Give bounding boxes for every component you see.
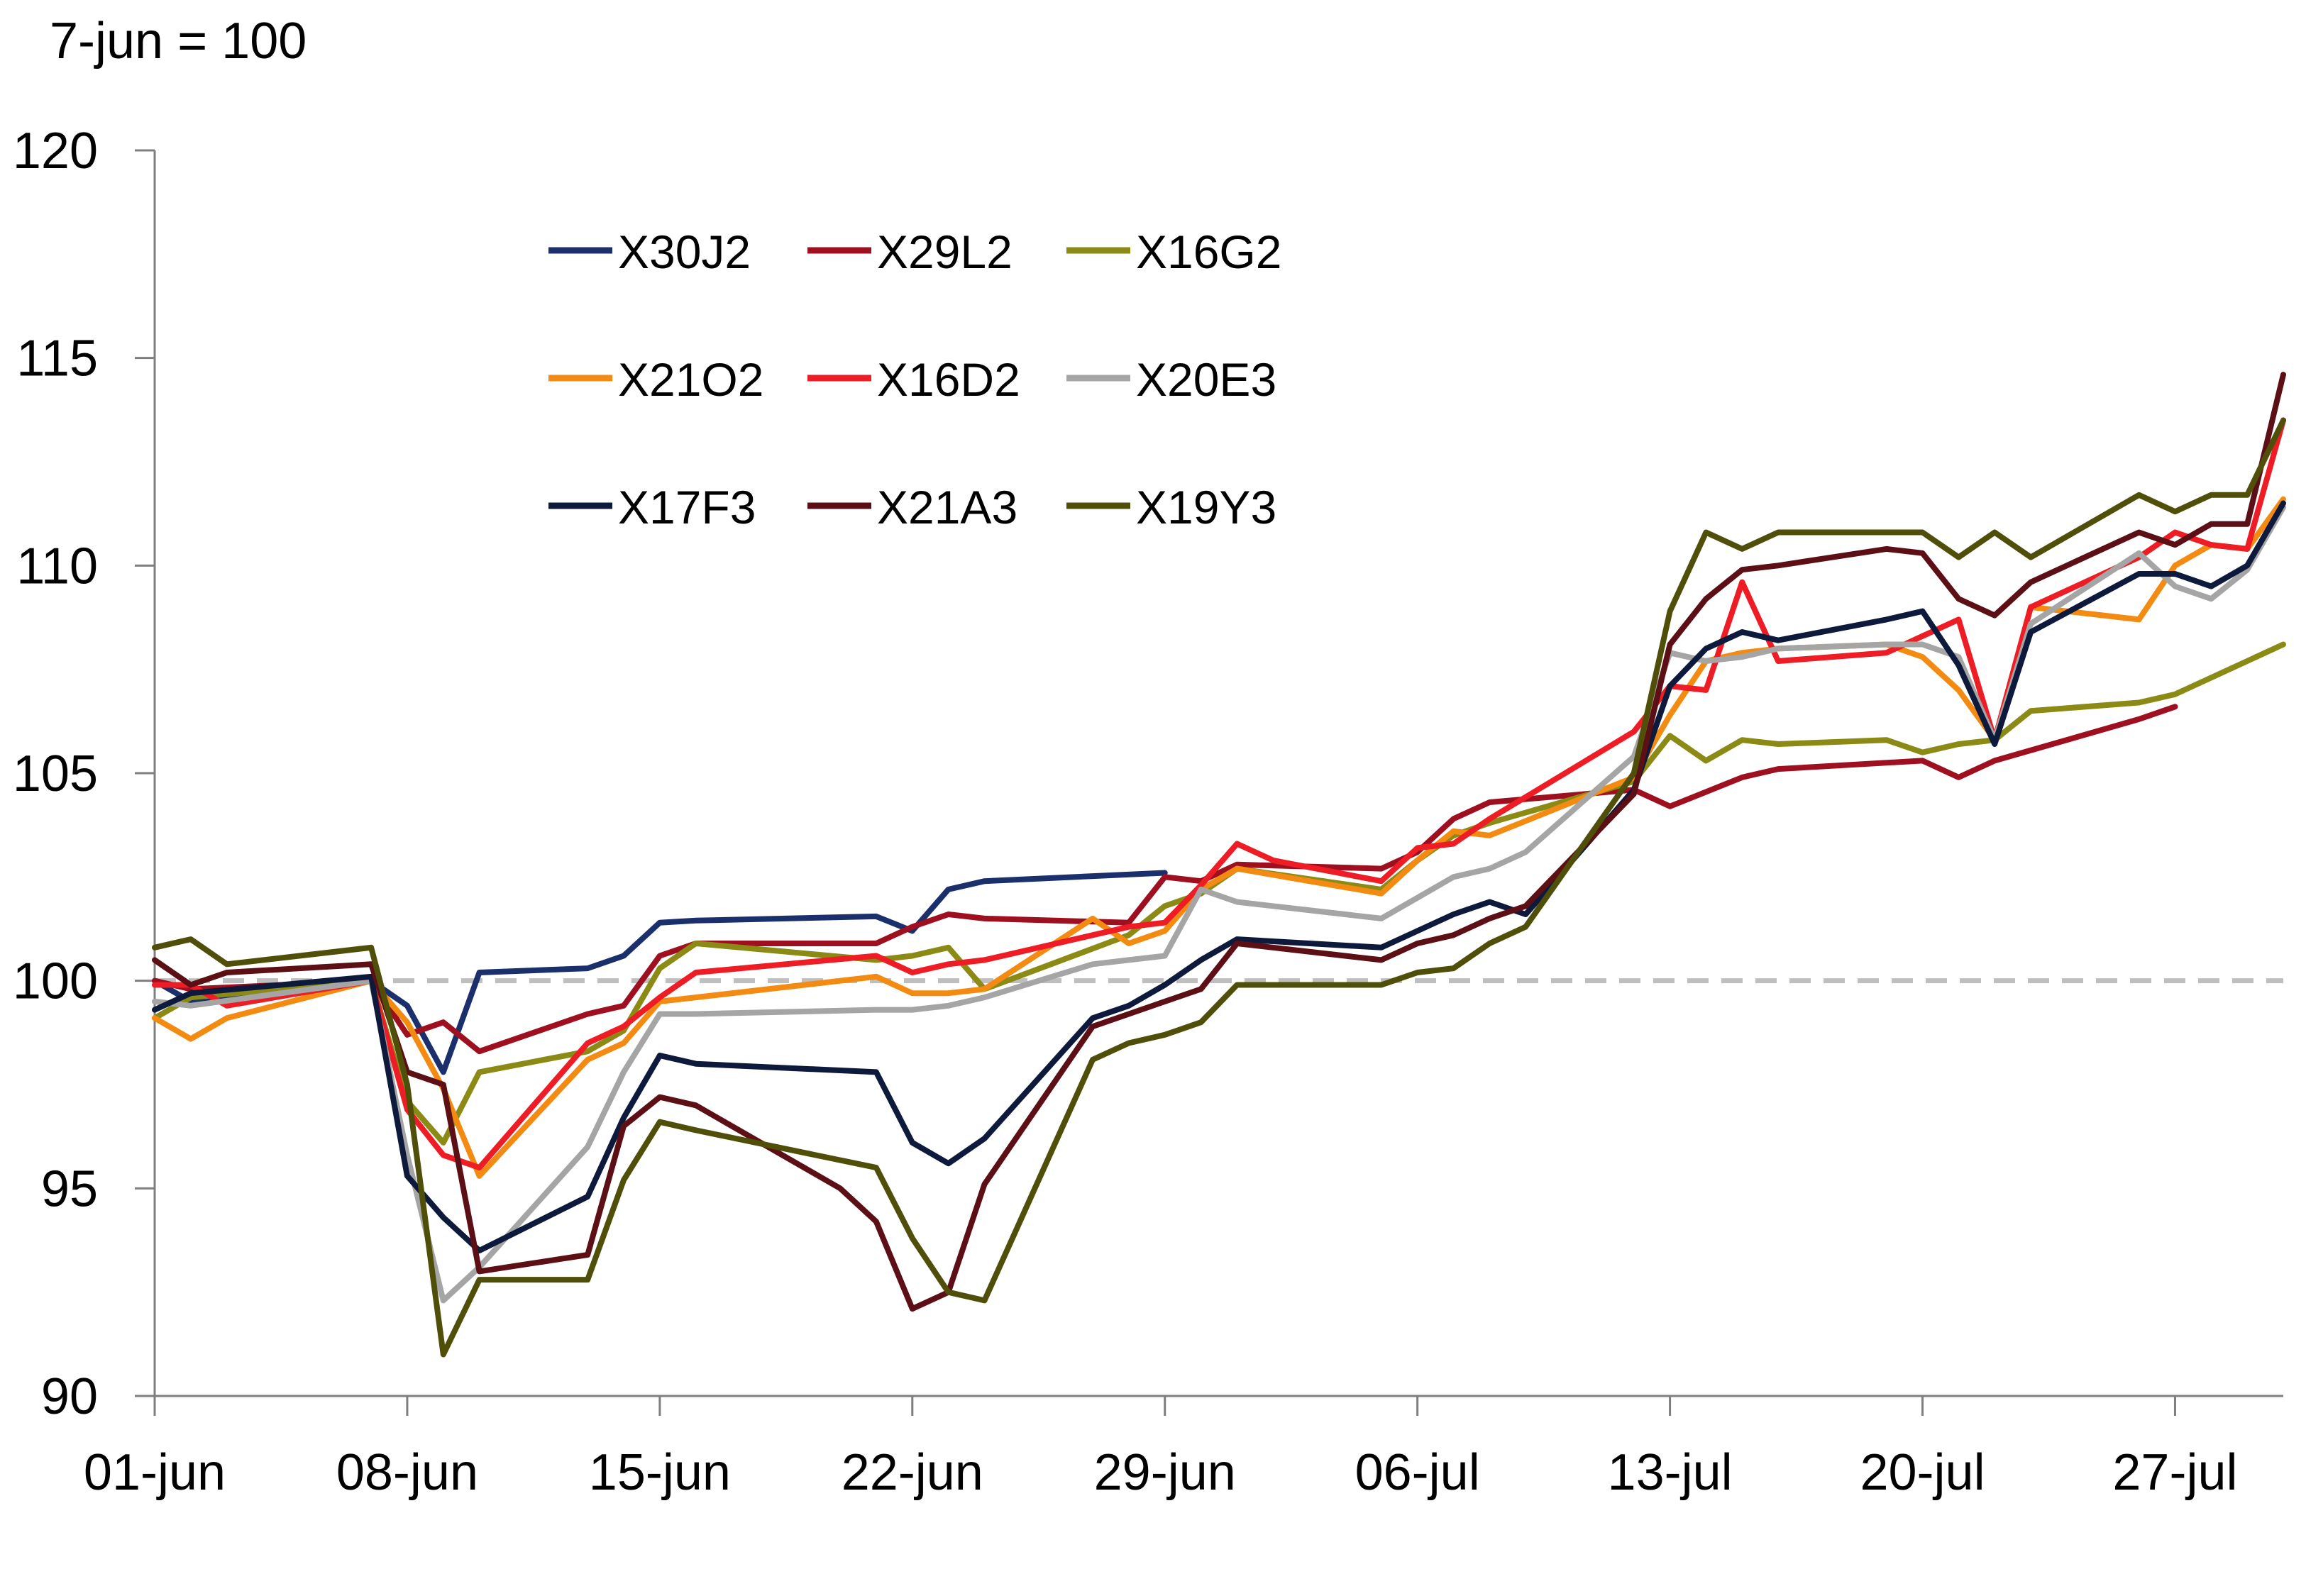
series-line-x19y3 [152,417,2286,1358]
legend-label-x29l2: X29L2 [877,226,1013,278]
unit-label: 7-jun = 100 [50,13,307,70]
legend-label-x16g2: X16G2 [1136,226,1281,278]
y-axis-ticks: 90 95 100 105 110 115 120 [13,123,155,1425]
legend: X30J2 X29L2 X16G2 X21O2 X16D2 X20E3 X17F3 X21A3… [548,226,1281,533]
x-tick-label: 29-jun [1094,1444,1236,1501]
series-line-x16d2 [152,417,2286,1171]
y-tick-label: 100 [13,953,98,1010]
series-line-x17f3 [152,500,2286,1254]
y-tick-label: 105 [13,746,98,802]
x-axis-ticks: 01-jun 08-jun 15-jun 22-jun 29-jun 06-jul 13-j… [84,1396,2238,1501]
y-tick-label: 90 [41,1368,98,1425]
legend-label-x19y3: X19Y3 [1136,481,1276,533]
legend-label-x20e3: X20E3 [1136,353,1276,406]
legend-label-x21o2: X21O2 [618,353,763,406]
y-tick-label: 120 [13,123,98,179]
series-line-x21a3 [152,372,2286,1312]
y-tick-label: 115 [16,331,98,387]
x-tick-label: 01-jun [84,1444,226,1501]
y-tick-label: 95 [41,1160,98,1217]
series-line-x29l2 [152,704,2178,1055]
legend-label-x30j2: X30J2 [618,226,751,278]
legend-label-x16d2: X16D2 [877,353,1020,406]
x-tick-label: 15-jun [589,1444,731,1501]
x-tick-label: 20-jul [1860,1444,1985,1501]
x-tick-label: 08-jun [336,1444,478,1501]
series-lines [152,372,2286,1358]
x-tick-label: 06-jul [1355,1444,1480,1501]
y-tick-label: 110 [16,538,98,594]
legend-label-x21a3: X21A3 [877,481,1017,533]
x-tick-label: 27-jul [2112,1444,2237,1501]
legend-label-x17f3: X17F3 [618,481,756,533]
series-line-x21o2 [152,496,2286,1179]
x-tick-label: 13-jul [1608,1444,1733,1501]
x-tick-label: 22-jun [842,1444,983,1501]
